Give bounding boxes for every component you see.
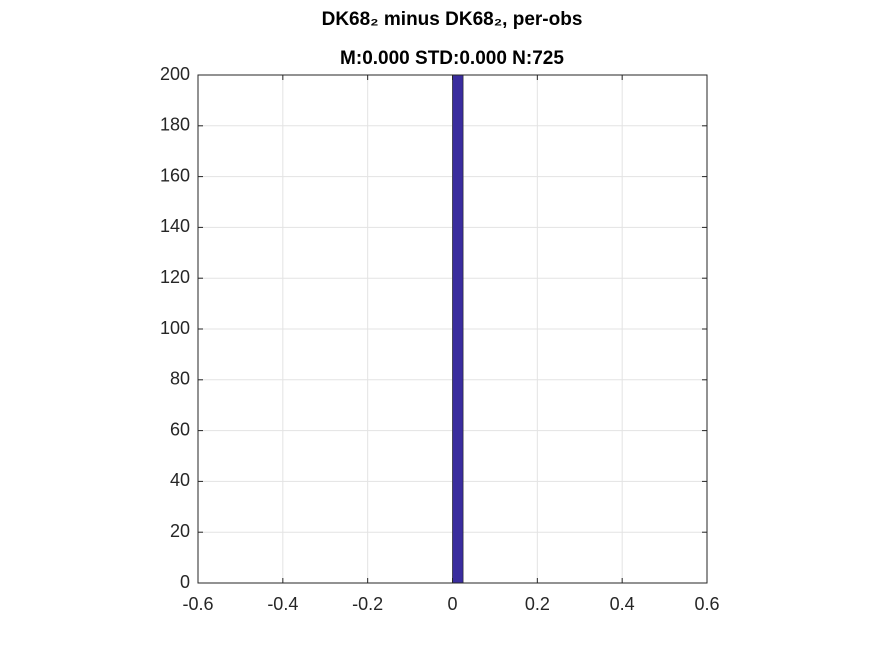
x-tick-label: 0.4 [610,594,635,614]
y-tick-label: 40 [170,470,190,490]
x-tick-label: 0.6 [694,594,719,614]
y-tick-label: 0 [180,572,190,592]
x-tick-label: 0 [447,594,457,614]
x-tick-label: -0.4 [267,594,298,614]
x-tick-label: -0.2 [352,594,383,614]
y-tick-label: 80 [170,369,190,389]
y-tick-label: 20 [170,521,190,541]
y-tick-label: 100 [160,318,190,338]
y-tick-label: 120 [160,267,190,287]
axes-box [197,74,708,584]
chart-subtitle: M:0.000 STD:0.000 N:725 [340,48,564,69]
y-tick-label: 200 [160,64,190,84]
y-tick-label: 160 [160,165,190,185]
x-tick-label: -0.6 [182,594,213,614]
y-tick-label: 140 [160,216,190,236]
x-tick-label: 0.2 [525,594,550,614]
y-tick-label: 60 [170,419,190,439]
chart-title: DK68₂ minus DK68₂, per-obs [322,9,583,30]
y-tick-label: 180 [160,115,190,135]
histogram-bar [452,75,464,583]
